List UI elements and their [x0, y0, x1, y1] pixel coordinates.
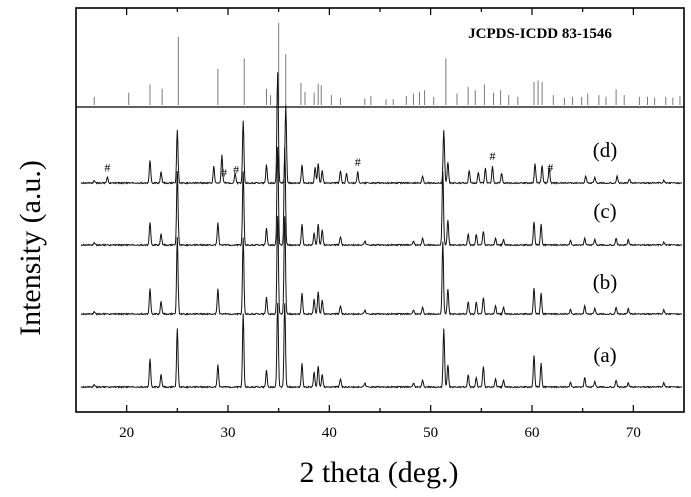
x-tick-label: 50	[423, 425, 438, 441]
series-label-c: (c)	[593, 199, 616, 223]
x-tick-label: 40	[322, 425, 337, 441]
impurity-markers: # # # # # #	[104, 149, 553, 179]
xrd-curve-c	[80, 146, 683, 247]
series-label-b: (b)	[593, 270, 618, 294]
x-tick-label: 30	[221, 425, 236, 441]
series-label-d: (d)	[593, 138, 618, 162]
reference-pattern	[93, 23, 681, 105]
xrd-curve-b	[80, 215, 683, 316]
y-axis-title: Intensity (a.u.)	[14, 160, 47, 336]
impurity-marker: #	[233, 162, 239, 176]
xrd-curve-d	[80, 72, 683, 185]
x-tick-label: 60	[525, 425, 540, 441]
x-tick-label: 70	[626, 425, 641, 441]
x-tick-label: 20	[119, 425, 134, 441]
impurity-marker: #	[547, 160, 553, 174]
impurity-marker: #	[104, 160, 110, 174]
reference-label: JCPDS-ICDD 83-1546	[468, 26, 612, 42]
series-label-a: (a)	[593, 343, 616, 367]
impurity-marker: #	[221, 166, 227, 180]
xrd-curve-a	[80, 302, 683, 389]
impurity-marker: #	[355, 155, 361, 169]
impurity-marker: #	[489, 149, 495, 163]
axes: 20 30 40 50 60 70	[75, 7, 685, 441]
x-axis-title: 2 theta (deg.)	[299, 456, 458, 489]
series-group: (a) (b) (c) (d)	[80, 72, 683, 389]
